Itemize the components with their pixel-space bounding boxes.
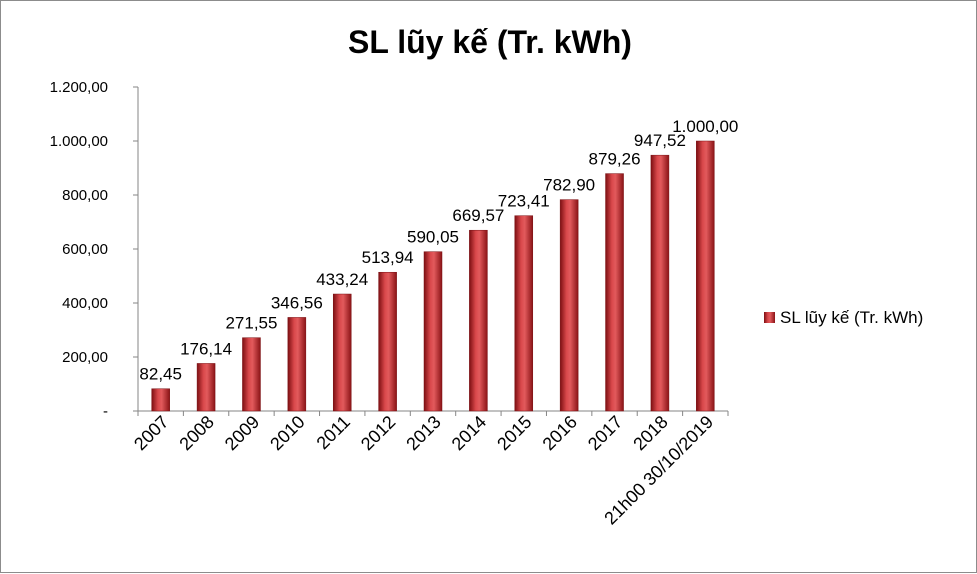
y-tick-label: 1.000,00: [50, 133, 108, 150]
data-label: 513,94: [362, 248, 414, 267]
x-tick-label: 2008: [175, 412, 217, 454]
x-tick-label: 2007: [130, 412, 172, 454]
x-tick-label: 2012: [357, 412, 399, 454]
data-label: 176,14: [180, 339, 232, 358]
bar: [332, 293, 352, 412]
data-label: 782,90: [543, 176, 595, 195]
legend: SL lũy kế (Tr. kWh): [764, 308, 923, 327]
bar: [514, 215, 534, 412]
chart-title: SL lũy kế (Tr. kWh): [348, 24, 632, 60]
y-tick-label: 1.200,00: [50, 79, 108, 96]
bar: [423, 251, 443, 412]
data-label: 433,24: [316, 270, 368, 289]
data-label: 1.000,00: [672, 117, 738, 136]
bar: [242, 337, 261, 412]
bar: [650, 154, 670, 412]
y-tick-label: 200,00: [62, 349, 108, 366]
data-label: 590,05: [407, 228, 459, 247]
x-tick-label: 2015: [493, 412, 535, 454]
plot-area: - 200,00 400,00 600,00 800,00 1.000,00 1.200,0…: [50, 79, 739, 528]
x-tick-label: 2018: [629, 412, 671, 454]
data-label: 723,41: [498, 192, 550, 211]
data-label: 346,56: [271, 293, 323, 312]
bar: [287, 317, 307, 412]
x-tick-label: 2009: [221, 412, 263, 454]
bar: [378, 271, 397, 412]
bar: [469, 229, 488, 412]
x-tick-label: 2017: [584, 412, 626, 454]
x-tick-label: 2013: [402, 412, 444, 454]
x-tick-label: 2010: [266, 412, 308, 454]
bar: [696, 140, 715, 412]
y-tick-label: 600,00: [62, 241, 108, 258]
data-label: 879,26: [589, 150, 641, 169]
data-label: 669,57: [452, 206, 504, 225]
y-tick-label: -: [103, 403, 108, 420]
x-tick-label: 2016: [539, 412, 581, 454]
bar: [151, 388, 170, 412]
data-label: 271,55: [225, 314, 277, 333]
y-tick-label: 400,00: [62, 295, 108, 312]
bar: [196, 363, 216, 412]
legend-swatch: [764, 312, 775, 323]
bar: [605, 173, 624, 412]
data-label: 947,52: [634, 131, 686, 150]
data-label: 82,45: [139, 365, 182, 384]
legend-label: SL lũy kế (Tr. kWh): [780, 308, 923, 327]
x-tick-label: 2014: [448, 412, 490, 454]
y-tick-label: 800,00: [62, 187, 108, 204]
x-tick-label: 2011: [313, 412, 355, 454]
bar: [559, 199, 579, 412]
